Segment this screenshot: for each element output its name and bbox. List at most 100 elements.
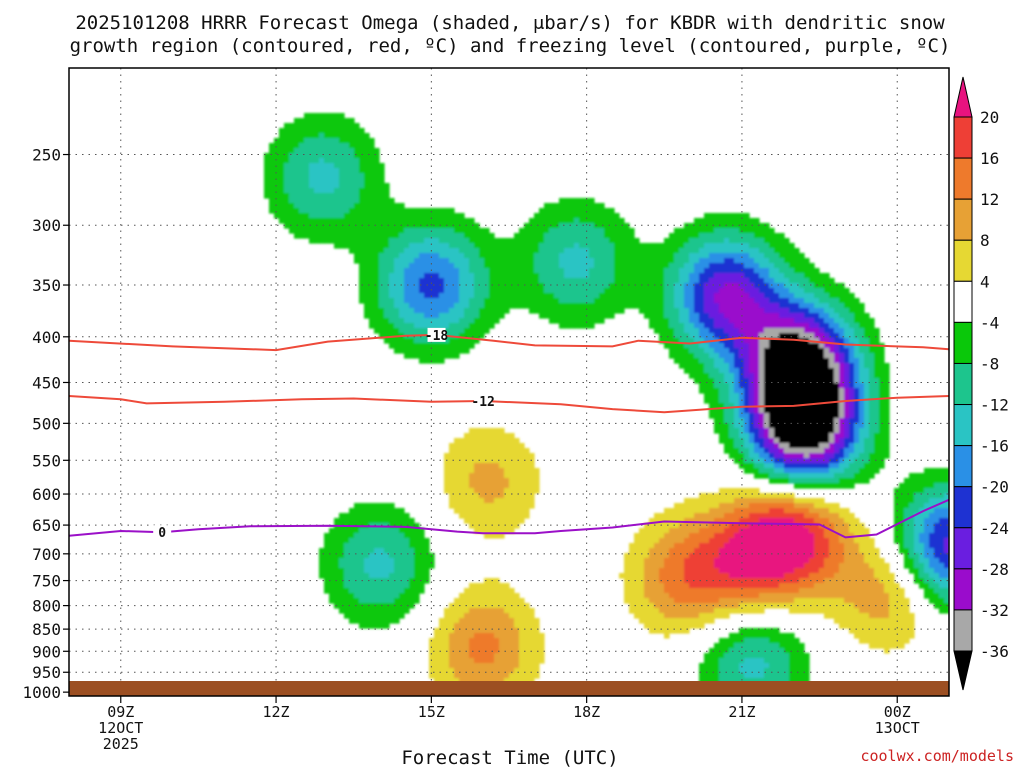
omega-cell <box>849 533 855 539</box>
omega-cell <box>819 333 825 339</box>
omega-cell <box>504 238 510 244</box>
omega-cell <box>834 413 840 419</box>
omega-cell <box>869 393 875 399</box>
omega-cell <box>679 278 685 284</box>
omega-cell <box>874 438 880 444</box>
omega-cell <box>504 483 510 489</box>
omega-cell <box>814 543 820 549</box>
omega-cell <box>589 258 595 264</box>
omega-cell <box>834 423 840 429</box>
omega-cell <box>764 308 770 314</box>
omega-cell <box>734 218 740 224</box>
omega-cell <box>349 543 355 549</box>
omega-cell <box>789 343 795 349</box>
omega-cell <box>574 253 580 259</box>
omega-cell <box>474 433 480 439</box>
omega-cell <box>814 303 820 309</box>
omega-cell <box>294 178 300 184</box>
omega-cell <box>459 503 465 509</box>
omega-cell <box>799 373 805 379</box>
omega-cell <box>494 468 500 474</box>
omega-cell <box>354 128 360 134</box>
omega-cell <box>409 308 415 314</box>
omega-cell <box>689 228 695 234</box>
omega-cell <box>449 263 455 269</box>
omega-cell <box>564 203 570 209</box>
omega-cell <box>749 358 755 364</box>
omega-cell <box>784 473 790 479</box>
omega-cell <box>799 398 805 404</box>
omega-cell <box>719 553 725 559</box>
omega-cell <box>564 253 570 259</box>
omega-cell <box>724 553 730 559</box>
omega-cell <box>789 443 795 449</box>
omega-cell <box>389 333 395 339</box>
omega-cell <box>719 303 725 309</box>
omega-cell <box>509 483 515 489</box>
omega-cell <box>744 348 750 354</box>
omega-cell <box>724 408 730 414</box>
omega-cell <box>864 478 870 484</box>
omega-cell <box>529 503 535 509</box>
omega-cell <box>339 233 345 239</box>
omega-cell <box>324 148 330 154</box>
omega-cell <box>264 183 270 189</box>
omega-cell <box>359 158 365 164</box>
omega-cell <box>714 278 720 284</box>
omega-cell <box>454 333 460 339</box>
omega-cell <box>489 278 495 284</box>
omega-cell <box>369 283 375 289</box>
omega-cell <box>814 403 820 409</box>
omega-cell <box>419 313 425 319</box>
omega-cell <box>684 538 690 544</box>
omega-cell <box>454 343 460 349</box>
omega-cell <box>734 263 740 269</box>
omega-cell <box>774 423 780 429</box>
omega-cell <box>804 288 810 294</box>
omega-cell <box>349 143 355 149</box>
omega-cell <box>789 263 795 269</box>
omega-cell <box>414 528 420 534</box>
omega-cell <box>869 348 875 354</box>
omega-cell <box>484 483 490 489</box>
omega-cell <box>809 428 815 434</box>
omega-cell <box>679 543 685 549</box>
omega-cell <box>494 478 500 484</box>
omega-cell <box>619 238 625 244</box>
omega-cell <box>734 223 740 229</box>
omega-cell <box>444 233 450 239</box>
omega-cell <box>809 518 815 524</box>
omega-cell <box>324 543 330 549</box>
omega-cell <box>769 518 775 524</box>
omega-cell <box>799 333 805 339</box>
omega-cell <box>269 178 275 184</box>
omega-cell <box>379 318 385 324</box>
omega-cell <box>694 378 700 384</box>
omega-cell <box>519 458 525 464</box>
omega-cell <box>689 373 695 379</box>
omega-cell <box>754 268 760 274</box>
omega-cell <box>344 143 350 149</box>
omega-cell <box>734 383 740 389</box>
omega-cell <box>769 433 775 439</box>
omega-cell <box>619 258 625 264</box>
omega-cell <box>414 288 420 294</box>
omega-cell <box>579 298 585 304</box>
omega-cell <box>739 388 745 394</box>
omega-cell <box>809 513 815 519</box>
omega-cell <box>419 248 425 254</box>
omega-cell <box>574 293 580 299</box>
omega-cell <box>734 398 740 404</box>
omega-cell <box>324 183 330 189</box>
omega-cell <box>449 223 455 229</box>
omega-cell <box>779 243 785 249</box>
omega-cell <box>714 493 720 499</box>
omega-cell <box>489 243 495 249</box>
omega-cell <box>589 283 595 289</box>
omega-cell <box>379 518 385 524</box>
omega-cell <box>404 208 410 214</box>
omega-cell <box>359 258 365 264</box>
omega-cell <box>834 343 840 349</box>
omega-cell <box>369 503 375 509</box>
omega-cell <box>389 543 395 549</box>
